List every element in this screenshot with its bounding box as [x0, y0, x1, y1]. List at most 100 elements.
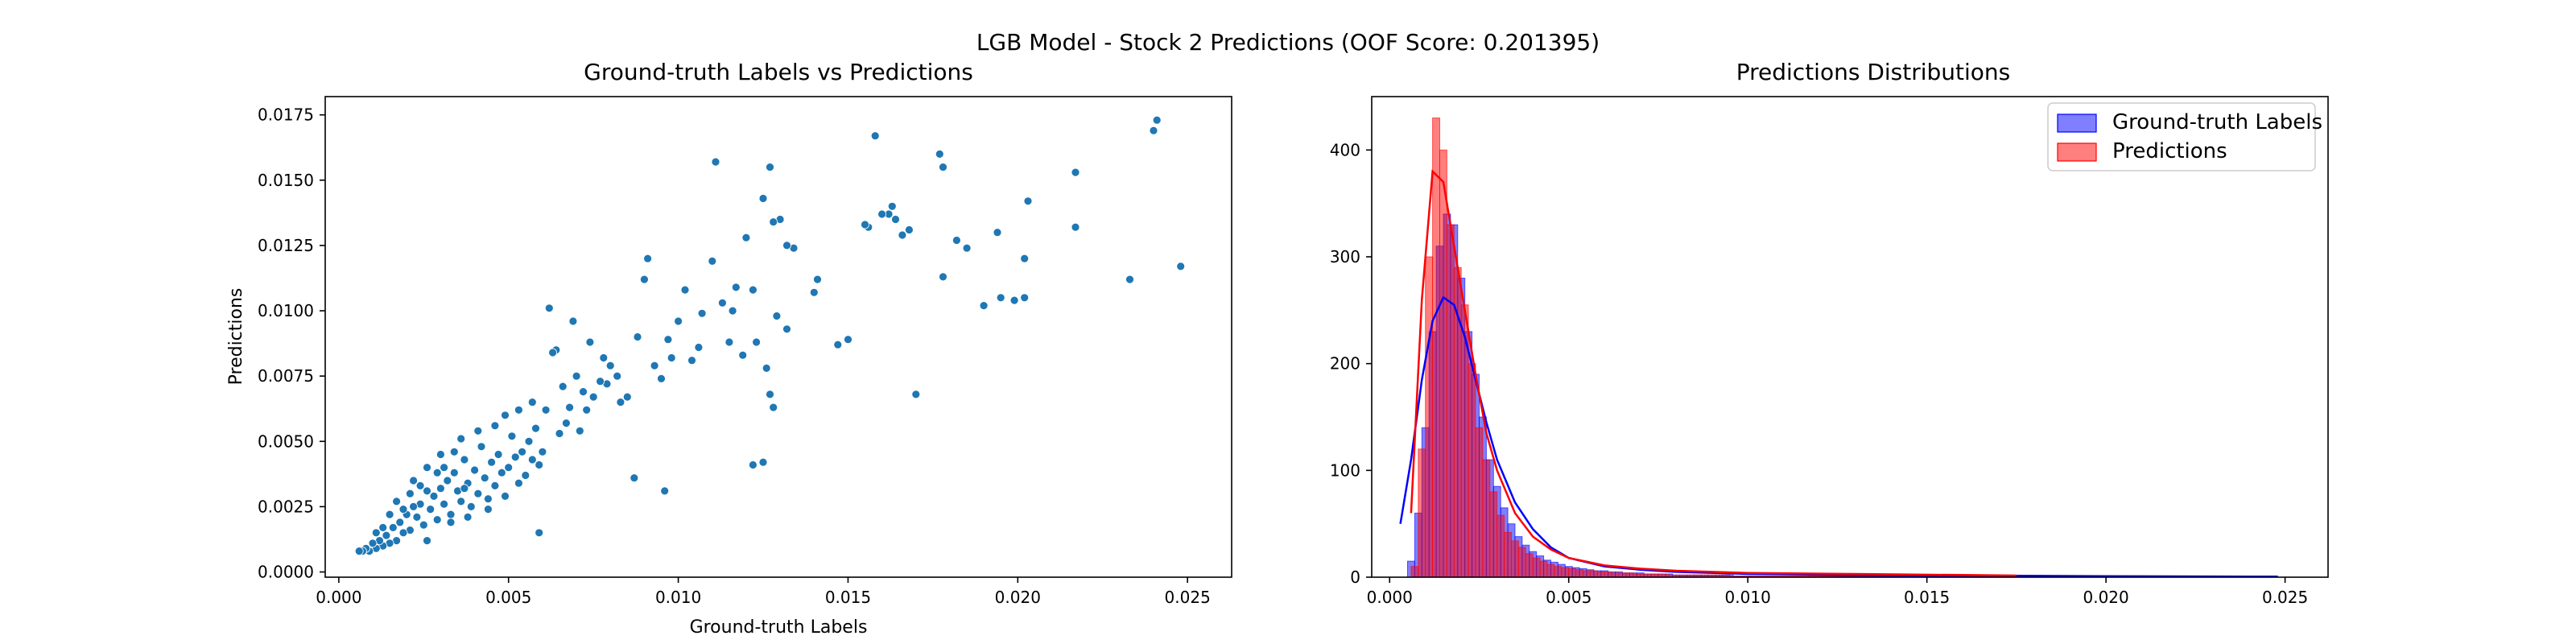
scatter-point: [443, 476, 452, 485]
scatter-point: [1152, 115, 1162, 125]
scatter-point: [939, 163, 947, 172]
scatter-point: [663, 335, 673, 345]
scatter-axes-frame: [324, 96, 1232, 578]
scatter-point: [521, 471, 530, 480]
scatter-point: [643, 254, 652, 263]
scatter-point: [490, 481, 500, 490]
scatter-point: [749, 285, 758, 295]
scatter-point: [687, 356, 696, 365]
scatter-point: [741, 233, 751, 242]
scatter-points: [354, 115, 1186, 555]
scatter-point: [531, 423, 540, 433]
scatter-point: [582, 405, 592, 415]
y-tick-label: 0.0000: [258, 563, 314, 582]
scatter-point: [446, 518, 456, 527]
scatter-point: [1125, 275, 1134, 284]
scatter-point: [877, 209, 886, 219]
scatter-point: [1176, 262, 1186, 271]
legend-swatch-ground-truth: [2057, 114, 2097, 133]
scatter-point: [752, 337, 761, 347]
scatter-point: [527, 455, 537, 464]
scatter-point: [518, 447, 526, 456]
histogram-legend: Ground-truth Labels Predictions: [2047, 102, 2322, 171]
scatter-point: [436, 484, 445, 493]
scatter-point: [548, 348, 557, 357]
prediction-bar: [1446, 224, 1455, 578]
scatter-point: [568, 316, 578, 326]
scatter-point: [952, 236, 961, 245]
y-tick-label: 0.0150: [258, 171, 314, 190]
histogram-y-axis: 0 100 200 300 400: [1330, 140, 1372, 587]
scatter-point: [538, 447, 547, 456]
prediction-bar: [1583, 570, 1591, 578]
scatter-point: [1020, 293, 1030, 303]
x-tick-label: 0.000: [1367, 588, 1413, 607]
y-tick-label: 100: [1330, 460, 1360, 480]
scatter-point: [1020, 254, 1030, 263]
x-tick-label: 0.015: [1904, 588, 1950, 607]
scatter-point: [432, 468, 442, 477]
scatter-point: [429, 492, 439, 501]
scatter-point: [833, 340, 843, 349]
legend-label-predictions: Predictions: [2112, 139, 2227, 163]
scatter-point: [996, 293, 1005, 303]
x-tick-label: 0.010: [655, 588, 701, 607]
scatter-point: [905, 225, 914, 234]
scatter-point: [758, 194, 768, 203]
scatter-point: [446, 510, 456, 519]
scatter-point: [423, 536, 431, 545]
scatter-point: [558, 382, 568, 391]
scatter-point: [524, 436, 534, 446]
scatter-point: [541, 405, 551, 415]
prediction-bar: [1589, 570, 1598, 578]
scatter-point: [766, 163, 774, 172]
y-tick-label: 200: [1330, 354, 1360, 374]
prediction-bar: [1539, 560, 1548, 578]
x-tick-label: 0.020: [2083, 588, 2129, 607]
scatter-point: [415, 481, 425, 490]
prediction-bar: [1517, 547, 1526, 578]
scatter-point: [738, 350, 748, 360]
scatter-point: [605, 361, 615, 370]
scatter-point: [436, 450, 445, 459]
scatter-point: [708, 256, 717, 266]
scatter-point: [470, 465, 479, 475]
scatter-point: [758, 457, 768, 467]
scatter-point: [769, 217, 778, 227]
scatter-point: [423, 463, 431, 473]
scatter-x-axis: 0.000 0.005 0.010 0.015 0.020 0.025: [316, 577, 1211, 607]
x-tick-label: 0.025: [2262, 588, 2308, 607]
scatter-point: [1009, 295, 1019, 305]
scatter-point: [891, 215, 900, 224]
scatter-x-axis-label: Ground-truth Labels: [690, 617, 868, 638]
y-tick-label: 0.0025: [258, 497, 314, 516]
y-tick-label: 400: [1330, 140, 1360, 159]
scatter-point: [514, 478, 523, 488]
scatter-point: [409, 476, 418, 485]
scatter-point: [769, 402, 778, 412]
scatter-point: [809, 287, 819, 297]
scatter-point: [911, 390, 921, 399]
scatter-point: [650, 361, 659, 370]
scatter-point: [844, 335, 852, 345]
scatter-point: [861, 220, 869, 229]
x-tick-label: 0.005: [1546, 588, 1591, 607]
prediction-kde-line: [1410, 169, 2017, 577]
scatter-point: [392, 497, 402, 506]
scatter-point: [463, 513, 473, 522]
scatter-point: [1071, 222, 1080, 232]
scatter-point: [782, 324, 791, 334]
scatter-point: [480, 473, 489, 483]
scatter-point: [371, 528, 381, 538]
scatter-point: [782, 241, 791, 250]
prediction-bar: [1596, 571, 1605, 578]
prediction-bar: [1546, 564, 1555, 578]
histogram-x-axis: 0.000 0.005 0.010 0.015 0.020 0.025: [1367, 577, 2308, 607]
x-tick-label: 0.025: [1165, 588, 1211, 607]
scatter-point: [697, 308, 707, 318]
scatter-point: [490, 421, 500, 431]
scatter-point: [588, 392, 598, 402]
scatter-point: [535, 528, 544, 538]
histogram-axes-frame: [1371, 96, 2329, 578]
